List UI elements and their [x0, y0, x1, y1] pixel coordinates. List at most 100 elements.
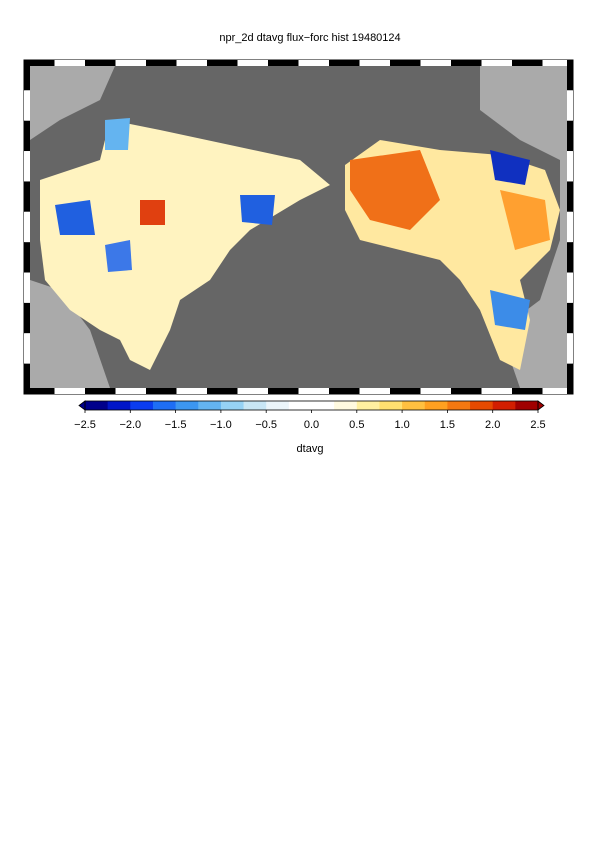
colorbar-swatch — [379, 401, 403, 410]
colorbar-swatch — [492, 401, 516, 410]
colorbar-tick-label: 0.0 — [304, 419, 319, 431]
border-segment — [85, 388, 116, 394]
border-segment — [542, 60, 573, 66]
border-segment — [24, 211, 30, 243]
data-patch — [350, 150, 440, 230]
border-segment — [268, 60, 299, 66]
border-segment — [512, 388, 543, 394]
border-segment — [268, 388, 299, 394]
land — [480, 66, 567, 388]
border-segment — [24, 151, 30, 182]
border-segment — [237, 388, 268, 394]
colorbar-tick-label: −1.0 — [210, 419, 232, 431]
border-segment — [542, 388, 573, 394]
colorbar-tick-label: 2.5 — [530, 419, 545, 431]
colorbar-swatch — [334, 401, 358, 410]
colorbar-swatch — [198, 401, 222, 410]
colorbar-swatch — [402, 401, 426, 410]
colorbar-tick-label: 1.5 — [440, 419, 455, 431]
border-segment — [390, 388, 421, 394]
map-border — [24, 60, 573, 394]
colorbar-swatch — [107, 401, 131, 410]
border-segment — [451, 60, 482, 66]
colorbar-swatch — [152, 401, 177, 410]
data-patch — [500, 190, 550, 250]
border-segment — [176, 388, 207, 394]
colorbar-tick-label: 1.0 — [394, 419, 409, 431]
border-segment — [54, 60, 85, 66]
data-patch — [140, 200, 165, 225]
border-segment — [24, 388, 55, 394]
border-segment — [329, 60, 360, 66]
border-segment — [420, 388, 451, 394]
border-segment — [24, 60, 55, 66]
data-field — [40, 120, 330, 370]
data-patch — [105, 118, 130, 150]
colorbar-tick-label: −1.5 — [165, 419, 187, 431]
colorbar-swatch — [175, 401, 199, 410]
border-segment — [146, 60, 177, 66]
border-segment — [567, 242, 573, 273]
border-segment — [24, 90, 30, 121]
border-segment — [54, 388, 85, 394]
data-patch — [490, 150, 530, 185]
border-segment — [329, 388, 360, 394]
border-segment — [567, 302, 573, 334]
data-patch — [240, 195, 275, 225]
border-segment — [237, 60, 268, 66]
border-segment — [567, 363, 573, 394]
border-segment — [481, 388, 512, 394]
border-segment — [359, 388, 390, 394]
border-segment — [115, 60, 146, 66]
data-patch — [105, 240, 132, 272]
border-segment — [176, 60, 207, 66]
border-segment — [298, 388, 329, 394]
colorbar-swatch — [130, 401, 154, 410]
colorbar-swatch — [515, 401, 539, 410]
border-segment — [567, 272, 573, 303]
colorbar-swatch — [288, 401, 312, 410]
colorbar: −2.5 −2.0 −1.5 −1.0 −0.5 0.0 0.5 1.0 1.5 2.0 2.5 — [74, 400, 546, 431]
colorbar-swatch — [424, 401, 448, 410]
colorbar-tick-label: 0.5 — [349, 419, 364, 431]
border-segment — [567, 211, 573, 243]
land — [30, 66, 115, 140]
colorbar-swatch — [243, 401, 267, 410]
colorbar-swatch — [447, 401, 471, 410]
border-segment — [512, 60, 543, 66]
colorbar-tick-label: 2.0 — [485, 419, 500, 431]
border-segment — [24, 60, 30, 91]
border-segment — [567, 181, 573, 212]
border-segment — [24, 181, 30, 212]
colorbar-swatch — [356, 401, 380, 410]
border-segment — [24, 120, 30, 152]
border-segment — [567, 120, 573, 152]
data-patch — [55, 200, 95, 235]
border-segment — [567, 60, 573, 91]
border-segment — [451, 388, 482, 394]
border-segment — [24, 242, 30, 273]
border-segment — [298, 60, 329, 66]
colorbar-swatch — [85, 401, 109, 410]
border-segment — [207, 60, 238, 66]
map — [23, 59, 574, 395]
border-segment — [85, 60, 116, 66]
border-segment — [207, 388, 238, 394]
border-segment — [567, 151, 573, 182]
border-segment — [567, 90, 573, 121]
colorbar-swatch — [311, 401, 335, 410]
colorbar-swatch — [266, 401, 290, 410]
border-segment — [115, 388, 146, 394]
land — [30, 280, 110, 388]
border-segment — [24, 302, 30, 334]
border-segment — [24, 272, 30, 303]
colorbar-swatch — [220, 401, 245, 410]
border-segment — [24, 333, 30, 364]
border-segment — [481, 60, 512, 66]
data-patch — [490, 290, 530, 330]
border-segment — [567, 333, 573, 364]
colorbar-swatch — [470, 401, 494, 410]
border-segment — [420, 60, 451, 66]
